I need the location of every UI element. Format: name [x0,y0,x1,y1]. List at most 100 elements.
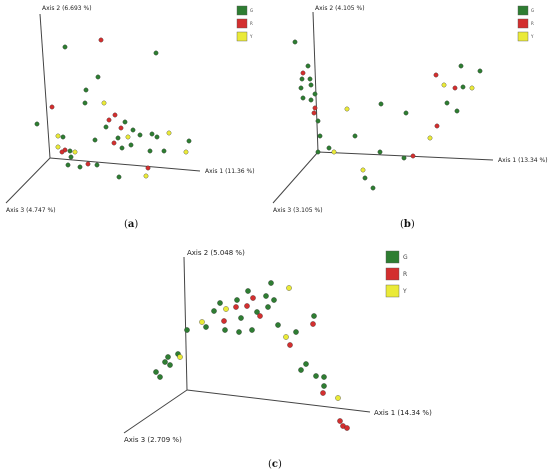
point-b-r-10 [312,105,318,111]
point-c-r-25 [310,321,316,327]
point-a-r-43 [145,165,151,171]
point-b-g-6 [298,85,304,91]
point-a-g-40 [94,162,100,168]
point-b-g-33 [401,155,407,161]
point-a-g-34 [147,148,153,154]
point-c-g-34 [153,369,159,375]
legend-label-y-c: Y [402,288,407,295]
legend-c: G R Y [385,250,408,298]
point-b-g-19 [477,68,483,74]
point-c-g-32 [162,359,168,365]
point-c-y-16 [199,319,205,325]
point-b-g-17 [458,63,464,69]
scatter-points-b [292,39,483,191]
point-c-y-31 [177,354,183,360]
point-a-g-2 [153,50,159,56]
legend-label-g-a: G [250,8,253,13]
point-c-r-14 [257,313,263,319]
point-c-g-20 [222,327,228,333]
point-c-r-4 [250,295,256,301]
axis-1-label-b: Axis 1 (13.34 %) [498,157,548,164]
point-a-g-9 [60,134,66,140]
point-c-r-17 [221,318,227,324]
legend-label-g-b: G [531,8,534,13]
point-c-g-0 [268,280,274,286]
axis-2-label-a: Axis 2 (6.693 %) [42,5,92,12]
point-a-r-32 [59,149,65,155]
point-b-g-7 [312,91,318,97]
point-a-r-14 [118,125,124,131]
scatter-points-a [34,37,192,180]
axis-1-label-a: Axis 1 (11.36 %) [205,168,255,175]
point-b-g-1 [305,63,311,69]
legend-label-y-a: Y [249,34,253,39]
legend-swatch-y-b [517,31,529,42]
point-c-r-45 [344,425,350,431]
point-b-g-0 [292,39,298,45]
point-c-g-21 [236,329,242,335]
point-c-r-43 [337,418,343,424]
point-b-g-29 [326,145,332,151]
point-b-y-21 [469,85,475,91]
point-b-g-28 [352,133,358,139]
legend-label-r-c: R [403,271,407,278]
point-a-r-11 [106,117,112,123]
point-a-g-38 [77,164,83,170]
axis-2-line-b [312,11,319,153]
point-a-y-6 [101,100,107,106]
caption-a: (a) [124,219,138,230]
point-b-g-16 [403,110,409,116]
point-a-g-37 [65,162,71,168]
point-c-g-39 [321,374,327,380]
point-b-r-2 [300,70,306,76]
point-c-g-13 [271,297,277,303]
scatter-points-c [153,280,350,431]
legend-b: G R Y [517,5,534,42]
point-a-g-15 [103,124,109,130]
point-c-g-22 [249,327,255,333]
legend-swatch-y-c [385,284,400,298]
point-a-g-33 [68,154,74,160]
point-c-g-35 [157,374,163,380]
point-a-g-20 [149,131,155,137]
point-b-g-8 [300,95,306,101]
point-b-g-24 [444,100,450,106]
point-c-y-27 [283,334,289,340]
point-a-g-5 [82,100,88,106]
point-c-g-18 [203,324,209,330]
point-c-y-1 [286,285,292,291]
point-b-g-25 [454,108,460,114]
point-b-g-15 [378,101,384,107]
panel-a: Axis 2 (6.693 %) Axis 1 (11.36 %) Axis 3… [5,5,255,230]
point-a-r-7 [49,104,55,110]
point-b-g-36 [362,175,368,181]
axis-3-label-a: Axis 3 (4.747 %) [6,207,56,214]
point-a-g-22 [186,138,192,144]
point-c-g-19 [184,327,190,333]
point-b-y-30 [331,149,337,155]
legend-swatch-r-c [385,267,400,281]
legend-label-g-c: G [403,254,408,261]
point-c-g-23 [275,322,281,328]
point-c-g-12 [265,304,271,310]
point-a-y-10 [55,133,61,139]
legend-swatch-g-a [236,5,248,16]
point-b-g-31 [315,149,321,155]
point-c-g-8 [211,308,217,314]
point-b-g-22 [460,84,466,90]
point-a-g-42 [116,174,122,180]
point-b-r-34 [410,153,416,159]
legend-swatch-g-b [517,5,529,16]
point-a-g-13 [122,119,128,125]
point-c-g-5 [234,297,240,303]
point-c-g-33 [167,362,173,368]
legend-swatch-g-c [385,250,400,264]
legend-label-y-b: Y [530,34,534,39]
point-a-r-12 [112,112,118,118]
point-a-g-18 [137,132,143,138]
point-b-y-27 [427,135,433,141]
point-a-g-25 [115,135,121,141]
point-b-g-37 [370,185,376,191]
point-a-g-24 [119,145,125,151]
point-b-y-20 [441,82,447,88]
